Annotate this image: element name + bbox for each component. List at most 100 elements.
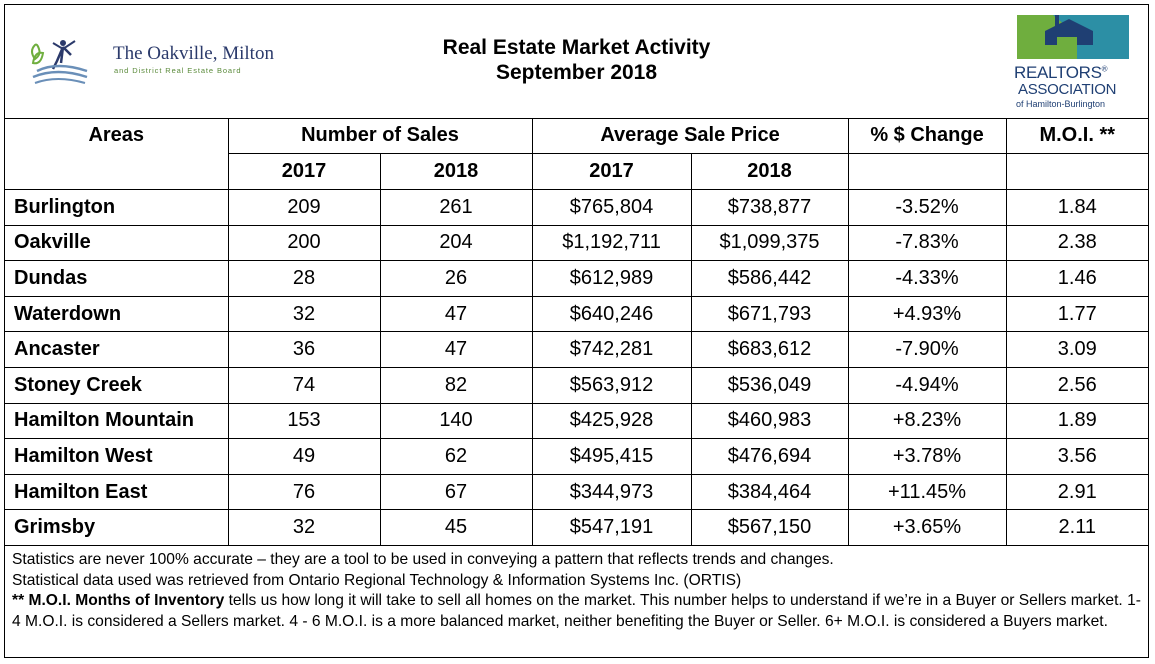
realtors-house-icon xyxy=(1017,15,1129,59)
realtors-text: REALTORS xyxy=(1014,63,1102,82)
cell-sales2018: 67 xyxy=(379,473,533,511)
col-moi-blank xyxy=(1005,153,1149,190)
cell-sales2017: 209 xyxy=(227,189,381,226)
cell-change: -7.83% xyxy=(847,224,1007,262)
cell-price2018: $671,793 xyxy=(690,295,849,333)
moi-definition-text: tells us how long it will take to sell a… xyxy=(12,592,1141,630)
cell-sales2017: 200 xyxy=(227,224,381,262)
cell-moi: 3.09 xyxy=(1005,331,1149,368)
cell-sales2017: 32 xyxy=(227,509,381,546)
col-price-2017: 2017 xyxy=(531,153,692,190)
cell-moi: 2.11 xyxy=(1005,509,1149,546)
cell-area: Oakville xyxy=(5,224,229,262)
cell-price2017: $344,973 xyxy=(531,473,692,511)
cell-change: +8.23% xyxy=(847,402,1007,440)
col-moi: M.O.I. ** xyxy=(1005,118,1149,154)
cell-sales2017: 36 xyxy=(227,331,381,368)
cell-sales2018: 47 xyxy=(379,331,533,368)
header-row-2: 2017 2018 2017 2018 xyxy=(5,153,1149,190)
cell-sales2018: 261 xyxy=(379,189,533,226)
market-activity-sheet: The Oakville, Milton and District Real E… xyxy=(4,4,1149,658)
cell-sales2017: 49 xyxy=(227,438,381,475)
table-row: Stoney Creek 74 82 $563,912 $536,049 -4.94% 2.… xyxy=(5,366,1149,404)
cell-moi: 3.56 xyxy=(1005,438,1149,475)
hamilton-burlington-word: of Hamilton-Burlington xyxy=(1016,99,1106,109)
cell-price2018: $1,099,375 xyxy=(690,224,849,262)
moi-definition-term: ** M.O.I. Months of Inventory xyxy=(12,592,225,609)
cell-moi: 1.89 xyxy=(1005,402,1149,440)
cell-price2018: $384,464 xyxy=(690,473,849,511)
cell-sales2018: 62 xyxy=(379,438,533,475)
cell-price2018: $683,612 xyxy=(690,331,849,368)
cell-change: +11.45% xyxy=(847,473,1007,511)
cell-price2017: $612,989 xyxy=(531,260,692,297)
col-areas-blank xyxy=(5,153,229,190)
board-subtitle: and District Real Estate Board xyxy=(114,66,242,75)
cell-change: -4.33% xyxy=(847,260,1007,297)
oakville-milton-board-logo: The Oakville, Milton and District Real E… xyxy=(27,33,317,93)
market-table: Areas Number of Sales Average Sale Price… xyxy=(5,118,1149,546)
cell-area: Ancaster xyxy=(5,331,229,368)
cell-sales2017: 74 xyxy=(227,366,381,404)
header-row-1: Areas Number of Sales Average Sale Price… xyxy=(5,118,1149,154)
cell-price2017: $563,912 xyxy=(531,366,692,404)
col-percent-change: % $ Change xyxy=(847,118,1007,154)
cell-price2017: $495,415 xyxy=(531,438,692,475)
table-row: Hamilton East 76 67 $344,973 $384,464 +11.45%… xyxy=(5,473,1149,511)
cell-price2018: $460,983 xyxy=(690,402,849,440)
registered-mark: ® xyxy=(1101,64,1108,74)
realtors-word: REALTORS® xyxy=(1014,63,1108,83)
cell-moi: 1.46 xyxy=(1005,260,1149,297)
cell-change: -7.90% xyxy=(847,331,1007,368)
table-row: Hamilton Mountain 153 140 $425,928 $460,983 +… xyxy=(5,402,1149,440)
cell-sales2018: 140 xyxy=(379,402,533,440)
col-average-sale-price: Average Sale Price xyxy=(531,118,849,154)
cell-area: Burlington xyxy=(5,189,229,226)
col-number-of-sales: Number of Sales xyxy=(227,118,533,154)
cell-area: Hamilton West xyxy=(5,438,229,475)
table-row: Burlington 209 261 $765,804 $738,877 -3.52% 1.… xyxy=(5,189,1149,226)
table-row: Dundas 28 26 $612,989 $586,442 -4.33% 1.46 xyxy=(5,260,1149,297)
cell-price2017: $765,804 xyxy=(531,189,692,226)
footer-moi-note: ** M.O.I. Months of Inventory tells us h… xyxy=(12,591,1142,632)
cell-price2018: $738,877 xyxy=(690,189,849,226)
cell-change: -4.94% xyxy=(847,366,1007,404)
cell-moi: 1.77 xyxy=(1005,295,1149,333)
col-change-blank xyxy=(847,153,1007,190)
cell-price2017: $425,928 xyxy=(531,402,692,440)
footer-source-note: Statistical data used was retrieved from… xyxy=(12,571,742,589)
page-title: Real Estate Market Activity September 20… xyxy=(5,35,1148,85)
title-line-1: Real Estate Market Activity xyxy=(442,36,711,59)
cell-area: Grimsby xyxy=(5,509,229,546)
cell-moi: 2.38 xyxy=(1005,224,1149,262)
cell-change: +4.93% xyxy=(847,295,1007,333)
col-areas: Areas xyxy=(5,118,229,154)
cell-area: Waterdown xyxy=(5,295,229,333)
cell-sales2018: 47 xyxy=(379,295,533,333)
board-name: The Oakville, Milton xyxy=(113,43,274,64)
cell-price2018: $586,442 xyxy=(690,260,849,297)
cell-sales2018: 204 xyxy=(379,224,533,262)
title-line-2: September 2018 xyxy=(495,61,658,84)
cell-sales2018: 45 xyxy=(379,509,533,546)
cell-moi: 1.84 xyxy=(1005,189,1149,226)
cell-area: Stoney Creek xyxy=(5,366,229,404)
realtors-association-logo: REALTORS® ASSOCIATION of Hamilton-Burlin… xyxy=(1005,15,1135,115)
cell-price2018: $536,049 xyxy=(690,366,849,404)
cell-sales2017: 153 xyxy=(227,402,381,440)
table-row: Grimsby 32 45 $547,191 $567,150 +3.65% 2.11 xyxy=(5,509,1149,546)
col-sales-2017: 2017 xyxy=(227,153,381,190)
col-sales-2018: 2018 xyxy=(379,153,533,190)
association-word: ASSOCIATION xyxy=(1018,81,1117,98)
cell-price2017: $1,192,711 xyxy=(531,224,692,262)
cell-price2017: $640,246 xyxy=(531,295,692,333)
col-price-2018: 2018 xyxy=(690,153,849,190)
table-row: Hamilton West 49 62 $495,415 $476,694 +3.78% 3… xyxy=(5,438,1149,475)
cell-price2018: $567,150 xyxy=(690,509,849,546)
cell-change: +3.65% xyxy=(847,509,1007,546)
footer-notes: Statistics are never 100% accurate – the… xyxy=(12,550,1142,632)
report-header: The Oakville, Milton and District Real E… xyxy=(5,5,1148,119)
board-emblem-icon xyxy=(31,40,88,84)
cell-sales2017: 28 xyxy=(227,260,381,297)
table-row: Waterdown 32 47 $640,246 $671,793 +4.93% 1.77 xyxy=(5,295,1149,333)
